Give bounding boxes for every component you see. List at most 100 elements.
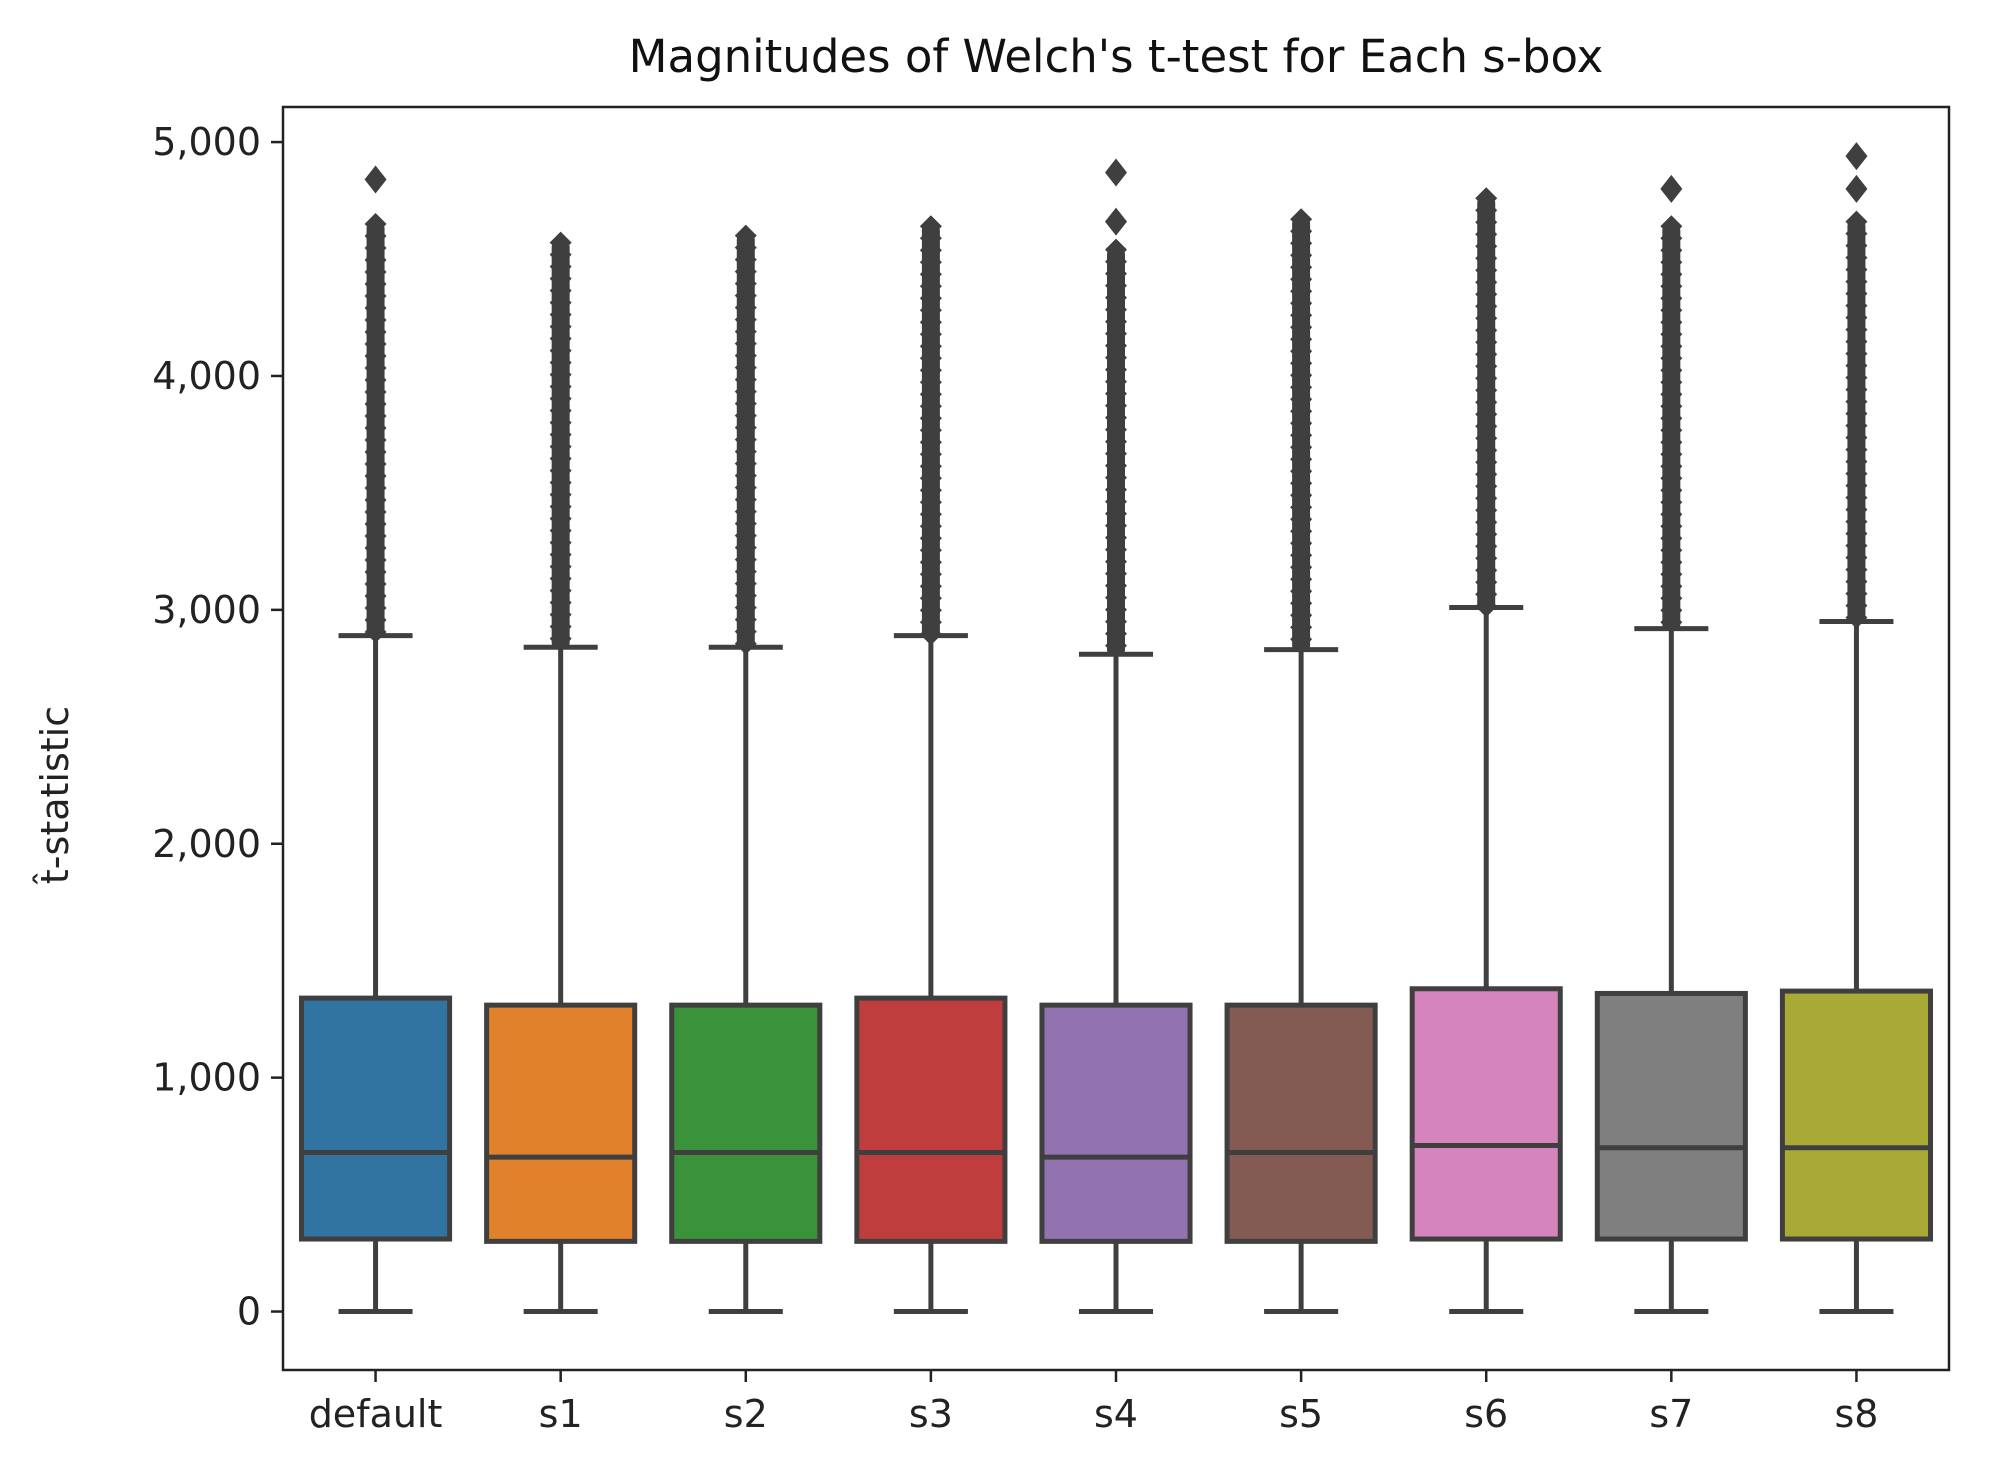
outlier-point (919, 551, 942, 574)
box-body (299, 995, 453, 1242)
outlier-point (1845, 210, 1868, 233)
outlier-point (549, 627, 572, 650)
outlier-point (364, 296, 387, 319)
y-tick-label: 5,000 (152, 120, 261, 164)
outlier-point (1290, 544, 1313, 567)
outlier-point (364, 452, 387, 475)
outlier-point (1105, 634, 1127, 657)
outlier-point (919, 419, 942, 442)
box-group-s6 (1409, 187, 1563, 1315)
outlier-point (1105, 622, 1127, 645)
outlier-point (1845, 498, 1868, 521)
outlier-point (1475, 583, 1498, 606)
outlier-point (1105, 250, 1127, 273)
outlier-point (549, 471, 572, 494)
outlier-point (364, 272, 387, 295)
outlier-point (1290, 424, 1313, 447)
outlier-point (1845, 234, 1868, 257)
outlier-point (1105, 610, 1127, 633)
outlier-point (734, 380, 757, 403)
outlier-point (364, 596, 387, 619)
outlier-point (1845, 306, 1868, 329)
outlier-point (734, 284, 757, 307)
box-body (1409, 986, 1563, 1242)
y-tick-label: 0 (237, 1290, 261, 1334)
outlier-point (1290, 400, 1313, 423)
outlier-point (1105, 262, 1127, 285)
outlier-point (1290, 556, 1313, 579)
outlier-point (1475, 295, 1498, 318)
outlier-point (1290, 520, 1313, 543)
outlier-point (1845, 414, 1868, 437)
outlier-point (1475, 439, 1498, 462)
box-group-default (299, 165, 453, 1315)
outlier-point (1290, 568, 1313, 591)
outlier-point (364, 536, 387, 559)
outlier-point (734, 356, 757, 379)
outlier-point (364, 404, 387, 427)
outlier-point (549, 615, 572, 638)
outlier-point (364, 488, 387, 511)
box-body (669, 1002, 823, 1244)
outlier-point (1475, 355, 1498, 378)
outlier-point (734, 296, 757, 319)
outlier-point (1290, 268, 1313, 291)
outlier-point (1845, 174, 1868, 203)
outlier-point (1660, 407, 1683, 430)
outlier-point (919, 263, 942, 286)
outlier-point (734, 392, 757, 415)
outlier-point (734, 548, 757, 571)
outlier-point (734, 536, 757, 559)
outlier-point (549, 327, 572, 350)
outlier-point (1290, 460, 1313, 483)
outlier-point (1660, 359, 1683, 382)
outlier-point (919, 383, 942, 406)
outlier-point (549, 507, 572, 530)
outlier-point (1290, 316, 1313, 339)
outlier-point (734, 344, 757, 367)
outlier-point (1475, 559, 1498, 582)
outlier-point (1105, 442, 1127, 465)
outlier-point (1290, 604, 1313, 627)
outlier-point (549, 291, 572, 314)
x-axis: default s1 s2 s3 s4 s5 s6 s7 s8 (309, 1370, 1878, 1436)
outlier-point (364, 512, 387, 535)
outlier-point (1475, 391, 1498, 414)
outlier-point (734, 332, 757, 355)
chart-title: Magnitudes of Welch's t-test for Each s-… (629, 30, 1604, 83)
outlier-point (1475, 343, 1498, 366)
outlier-point (1660, 215, 1683, 238)
outlier-point (919, 275, 942, 298)
outlier-point (549, 375, 572, 398)
outlier-point (549, 423, 572, 446)
box-group-s3 (854, 215, 1008, 1315)
outlier-point (734, 272, 757, 295)
outlier-point (1475, 307, 1498, 330)
outlier-point (919, 359, 942, 382)
outlier-point (919, 443, 942, 466)
outlier-point (1845, 486, 1868, 509)
outlier-point (549, 243, 572, 266)
outlier-point (549, 603, 572, 626)
outlier-point (549, 279, 572, 302)
outlier-point (1660, 275, 1683, 298)
outlier-point (1105, 478, 1127, 501)
outlier-point (549, 267, 572, 290)
outlier-point (919, 575, 942, 598)
outlier-point (1290, 616, 1313, 639)
outlier-point (549, 519, 572, 542)
outlier-point (364, 236, 387, 259)
outlier-point (1660, 287, 1683, 310)
outlier-point (1845, 426, 1868, 449)
outlier-point (364, 428, 387, 451)
outlier-point (549, 411, 572, 434)
outlier-point (1290, 496, 1313, 519)
outlier-point (919, 215, 942, 238)
outlier-point (1105, 598, 1127, 621)
outlier-point (549, 543, 572, 566)
outlier-point (1845, 558, 1868, 581)
outlier-point (919, 371, 942, 394)
outlier-point (919, 335, 942, 358)
outlier-point (1290, 292, 1313, 315)
